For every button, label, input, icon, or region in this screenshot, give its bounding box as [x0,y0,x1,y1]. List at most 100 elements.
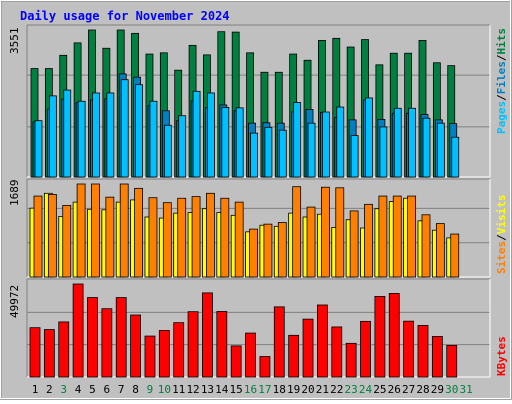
pages-bar [106,92,115,178]
x-label: 30 [445,383,458,396]
sites-bar [306,206,316,278]
pages-bar [336,106,345,178]
x-label: 19 [287,383,300,396]
sites-bar [162,202,172,278]
sites-bar [206,192,215,278]
pages-bar [63,89,72,178]
x-label: 17 [258,383,271,396]
x-label: 26 [388,383,401,396]
kbytes-bar [388,293,400,378]
pages-bar [436,122,445,178]
x-label: 9 [147,383,154,396]
pages-bar [135,84,143,178]
legend-pages: Pages [495,101,508,134]
hits-max-label: 3551 [8,28,21,55]
x-label: 11 [172,383,185,396]
x-label: 29 [431,383,444,396]
visits-sites-panel [26,178,491,278]
mid-panel-legend: Sites/Visits [495,195,508,275]
sites-bar [349,210,359,278]
kbytes-bar [58,321,70,378]
kbytes-bar [345,342,357,378]
kbytes-panel [26,278,491,378]
sites-bar [177,197,187,278]
legend-separator: / [495,94,508,101]
sites-bar [378,195,388,278]
kbytes-bar [216,311,228,378]
pages-bar [451,136,460,178]
x-label: 21 [316,383,329,396]
x-label: 23 [345,383,358,396]
pages-bar [92,92,100,178]
x-label: 22 [330,383,343,396]
kbytes-bar [316,304,328,378]
sites-bar [263,223,273,278]
pages-bar [178,115,187,178]
x-label: 8 [132,383,139,396]
kbytes-bar [29,327,41,378]
x-label: 3 [60,383,67,396]
legend-separator: / [495,54,508,61]
kbytes-bar [431,336,443,378]
x-label: 7 [118,383,125,396]
pages-bar [365,97,373,178]
x-label: 4 [75,383,82,396]
pages-bar [379,126,388,178]
legend-top: Pages/Files/Hits [495,28,508,134]
pages-bar [120,79,129,178]
legend-mid: Sites/Visits [495,195,508,275]
pages-bar [48,95,57,178]
sites-bar [148,197,158,278]
kbytes-bar [245,332,256,378]
sites-bar [392,195,402,278]
kbytes-bar [302,318,314,378]
pages-bar [393,107,402,178]
pages-bar [321,111,330,178]
sites-bar [407,195,417,278]
pages-bar [293,102,302,178]
bot-panel-legend: KBytes [495,336,508,376]
sites-bar [191,196,201,278]
x-label: 20 [301,383,314,396]
x-label: 25 [373,383,386,396]
x-label: 6 [104,383,111,396]
pages-bar [192,90,201,178]
sites-bar [292,186,302,278]
pages-bar [77,100,86,178]
kbytes-bar [158,330,170,378]
kbytes-bar [360,320,371,378]
kbytes-bar [331,326,343,378]
legend-sites: Sites [495,241,508,274]
sites-bar [47,194,57,278]
x-label: 31 [459,383,472,396]
kbytes-bar [115,297,127,378]
top-panel-legend: Pages/Files/Hits [495,28,508,134]
pages-bar [250,132,258,178]
sites-bar [33,195,43,278]
kbytes-bar [43,329,55,378]
sites-bar [234,201,244,278]
pages-bar [207,92,215,178]
legend-visits: Visits [495,195,508,235]
x-label: 28 [416,383,429,396]
legend-separator: / [495,234,508,241]
sites-bar [249,228,258,278]
pages-bar [264,126,273,178]
hits-files-pages-panel [26,24,491,178]
x-label: 12 [186,383,199,396]
pages-bar [34,120,43,178]
kbytes-bar [130,314,141,378]
x-axis-labels: 1 2 3 4 5 6 7 8 9 10 11 12 13 14 15 16 17 18 19 20 21 22 23 24 2… [32,383,473,396]
kbytes-bar [288,334,300,378]
sites-bar [91,183,100,278]
x-label: 27 [402,383,415,396]
pages-bar [408,107,417,178]
kbytes-bar [173,322,185,378]
sites-bar [421,214,431,278]
kbytes-bar [446,344,458,378]
kbytes-bar [273,306,285,378]
kbytes-bar [417,325,429,378]
kbytes-bar [259,356,271,378]
pages-bar [350,135,359,178]
